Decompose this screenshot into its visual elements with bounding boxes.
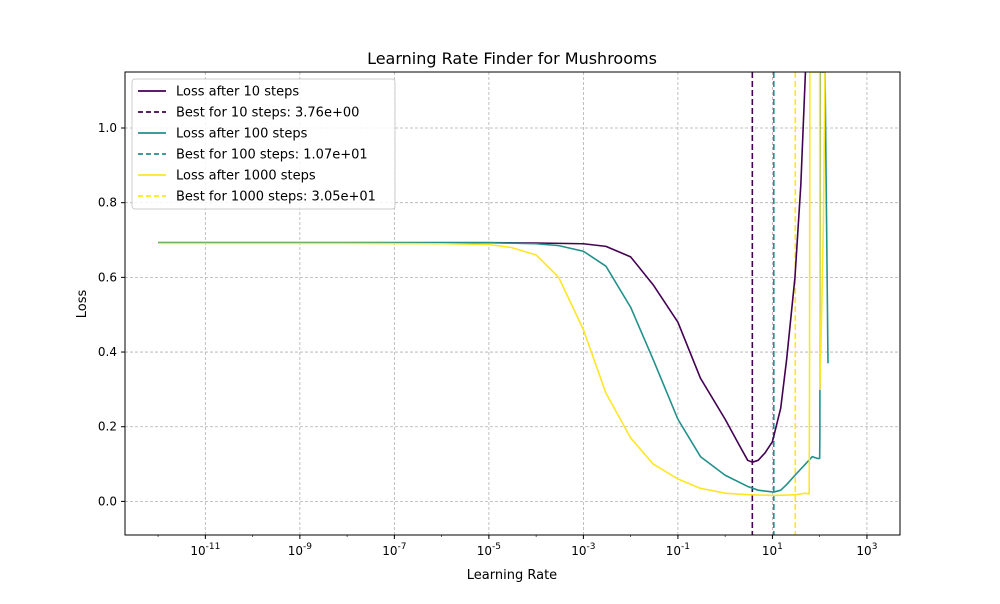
series-line [158, 72, 826, 497]
y-axis-label: Loss [75, 290, 90, 319]
x-tick-label: 101 [762, 542, 783, 558]
legend-label: Best for 10 steps: 3.76e+00 [176, 106, 359, 121]
legend-label: Best for 100 steps: 1.07e+01 [176, 148, 368, 163]
legend-label: Loss after 1000 steps [176, 169, 316, 184]
grid [125, 72, 900, 535]
plot-frame [124, 71, 901, 536]
legend-label: Best for 1000 steps: 3.05e+01 [176, 190, 376, 205]
x-tick-label: 10-3 [571, 542, 595, 558]
chart-title: Learning Rate Finder for Mushrooms [367, 49, 657, 68]
x-axis-label: Learning Rate [467, 568, 557, 583]
y-axis-ticks: 0.0 0.2 0.4 0.6 0.8 1.0 [98, 121, 125, 508]
y-tick-label: 0.0 [98, 494, 117, 508]
series-line [158, 72, 807, 463]
best-lr-lines [751, 72, 797, 535]
legend-label: Loss after 100 steps [176, 127, 308, 142]
series-lines [158, 72, 829, 497]
x-tick-label: 10-5 [477, 542, 501, 558]
x-tick-label: 10-9 [288, 542, 313, 558]
y-tick-label: 0.4 [98, 345, 117, 359]
x-axis-ticks: 10-11 10-9 10-7 10-5 10-3 10-1 101 103 [157, 535, 877, 558]
legend-box [131, 78, 396, 210]
x-tick-label: 10-11 [190, 542, 220, 558]
x-tick-label: 10-1 [666, 542, 690, 558]
x-tick-label: 10-7 [382, 542, 406, 558]
y-tick-label: 0.2 [98, 420, 117, 434]
x-tick-label: 103 [856, 542, 877, 558]
legend: Loss after 10 steps Best for 10 steps: 3.… [131, 78, 396, 210]
y-tick-label: 0.8 [98, 196, 117, 210]
y-tick-label: 0.6 [98, 270, 117, 284]
legend-label: Loss after 10 steps [176, 85, 299, 100]
y-tick-label: 1.0 [98, 121, 117, 135]
